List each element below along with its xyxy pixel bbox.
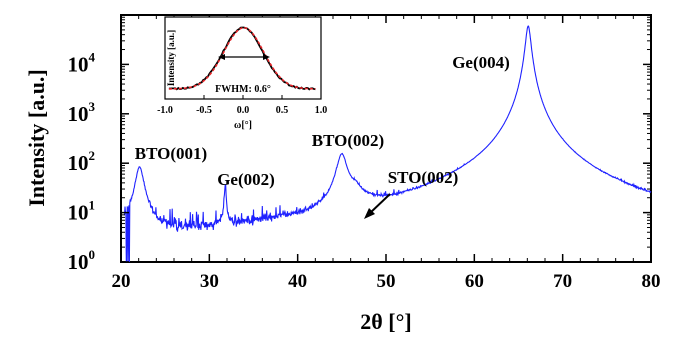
inset-y-axis-title: Intensity [a.u.]: [166, 30, 176, 86]
x-axis-title: 2θ [°]: [360, 309, 411, 334]
inset-x-tick-label: -1.0: [157, 105, 173, 116]
inset-x-tick-label: -0.5: [196, 105, 212, 116]
y-tick-exponent: 2: [89, 148, 96, 163]
inset-rocking-curve: FWHM: 0.6° Intensity [a.u.] -1.0 -0.5 0.0 0…: [157, 16, 327, 131]
y-tick-label: 103: [68, 99, 96, 126]
inset-x-tick-labels: -1.0 -0.5 0.0 0.5 1.0: [157, 105, 327, 116]
peak-label-ge004: Ge(004): [452, 53, 510, 72]
x-tick-label: 20: [112, 271, 131, 292]
x-tick-label: 50: [377, 271, 396, 292]
x-tick-label: 70: [553, 271, 572, 292]
x-tick-label: 30: [200, 271, 219, 292]
inset-series-fit: [168, 26, 316, 90]
y-tick-exponent: 4: [89, 49, 96, 64]
inset-ticks: [164, 95, 322, 99]
peak-label-ge002: Ge(002): [217, 170, 275, 189]
inset-frame: [164, 16, 322, 100]
inset-x-tick-label: 0.0: [237, 105, 250, 116]
y-tick-base: 10: [68, 102, 89, 126]
sto-arrow: [364, 193, 391, 219]
y-tick-exponent: 0: [89, 247, 96, 262]
peak-label-sto002: STO(002): [388, 168, 459, 187]
fwhm-arrow: [218, 54, 270, 60]
y-tick-label: 102: [68, 148, 96, 175]
peak-label-bto002: BTO(002): [312, 131, 384, 150]
x-tick-labels: 20 30 40 50 60 70 80: [112, 271, 661, 292]
y-tick-base: 10: [68, 151, 89, 175]
peak-label-bto001: BTO(001): [135, 144, 207, 163]
y-tick-label: 104: [68, 49, 96, 76]
x-tick-label: 80: [642, 271, 661, 292]
y-tick-label: 101: [68, 198, 96, 225]
inset-x-axis-title: ω[°]: [234, 120, 252, 131]
y-tick-exponent: 1: [89, 198, 96, 213]
y-tick-label: 100: [68, 247, 96, 274]
x-tick-label: 40: [288, 271, 307, 292]
fwhm-annotation: FWHM: 0.6°: [215, 84, 271, 95]
y-tick-base: 10: [68, 201, 89, 225]
y-tick-exponent: 3: [89, 99, 96, 114]
x-tick-label: 60: [465, 271, 484, 292]
y-tick-base: 10: [68, 250, 89, 274]
main-ticks: [120, 15, 652, 263]
inset-x-tick-label: 1.0: [315, 105, 328, 116]
y-tick-base: 10: [68, 52, 89, 76]
y-axis-title: Intensity [a.u.]: [24, 69, 49, 207]
inset-x-tick-label: 0.5: [276, 105, 289, 116]
